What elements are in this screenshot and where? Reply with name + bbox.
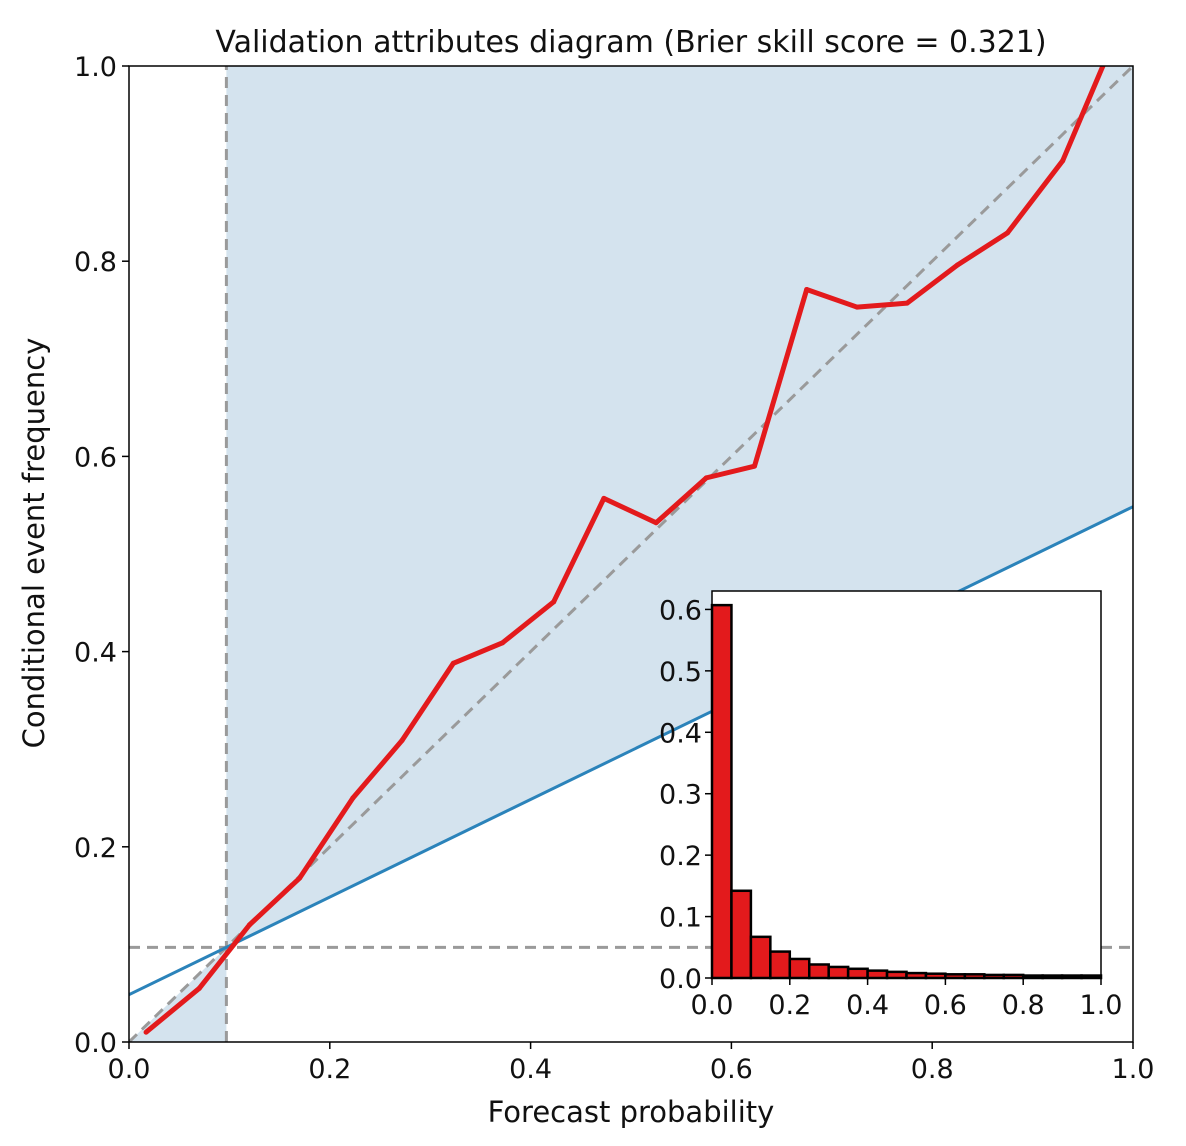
y-tick-label: 0.4 [74,638,117,669]
main-plot: 0.0 0.2 0.4 0.6 0.8 1.0 0.0 0.2 0.4 0.6 0.8 1.0 [74,52,1154,1085]
reliability-curve-point [854,304,860,310]
y-axis-label: Conditional event frequency [17,338,51,749]
skill-area-left [129,947,227,1042]
x-axis-label: Forecast probability [488,1095,775,1129]
reliability-curve-point [904,300,910,306]
reliability-curve-point [703,475,709,481]
reliability-curve-point [350,795,356,801]
histogram-bar [808,963,830,980]
histogram-bar [788,957,811,980]
reliability-curve-point [601,495,607,501]
histogram-bar [749,935,772,980]
inset-background [712,591,1101,978]
inset-y-tick-label: 0.3 [659,780,702,811]
y-tick-label: 0.0 [74,1028,117,1059]
inset-y-tick-label: 0.6 [659,595,702,626]
reliability-curve [144,66,1106,1035]
reliability-curve-point [196,985,202,991]
y-tick-label: 0.2 [74,833,117,864]
chart-title: Validation attributes diagram (Brier ski… [215,25,1046,60]
reliability-curve-point [751,463,757,469]
inset-y-tick-label: 0.4 [659,718,702,749]
y-tick-label: 1.0 [74,52,117,83]
no-skill-line [129,505,1133,997]
inset-x-tick-label: 1.0 [1080,990,1123,1021]
inset-y-tick-label: 0.0 [659,964,702,995]
reliability-curve-point [246,922,252,928]
inset-x-tick-label: 0.6 [924,990,967,1021]
reliability-curve-point [551,599,557,605]
histogram-bar [730,889,753,980]
y-tick-label: 0.8 [74,247,117,278]
histogram-bar [710,603,733,980]
reliability-curve-point [399,737,405,743]
histogram-bar [866,969,889,980]
reliability-curve-point [143,1029,149,1035]
inset-y-tick-label: 0.2 [659,841,702,872]
x-tick-label: 0.6 [710,1054,753,1085]
y-tick-label: 0.6 [74,442,117,473]
reliability-curve-point [804,287,810,293]
histogram-bar [885,970,908,980]
inset-x-tick-label: 0.2 [768,990,811,1021]
inset-y-tick-label: 0.5 [659,657,702,688]
main-plot-area [129,66,1133,1042]
main-plot-frame [128,65,1134,1043]
inset-y-tick-label: 0.1 [659,903,702,934]
histogram-bar [846,967,869,980]
x-tick-label: 0.2 [308,1054,351,1085]
histogram-bar [769,950,792,980]
x-tick-label: 0.8 [911,1054,954,1085]
inset-x-tick-label: 0.8 [1002,990,1045,1021]
inset-frame [711,590,1102,979]
reliability-curve-point [653,520,659,526]
reliability-curve-point [450,660,456,666]
reliability-curve-point [499,640,505,646]
x-tick-label: 0.4 [509,1054,552,1085]
reliability-curve-point [1005,230,1010,236]
reliability-curve-point [1060,158,1066,164]
x-tick-label: 1.0 [1112,1054,1155,1085]
histogram-bar [827,965,850,980]
x-tick-label: 0.0 [108,1054,151,1085]
reliability-curve-point [297,875,303,881]
reliability-curve-point [954,262,960,268]
inset-x-tick-label: 0.0 [691,990,734,1021]
inset-histogram: 0.0 0.2 0.4 0.6 0.8 1.0 0.0 0.1 0.2 0.3 0.4 0.5 0.6 [659,590,1123,1021]
inset-x-tick-label: 0.4 [846,990,889,1021]
